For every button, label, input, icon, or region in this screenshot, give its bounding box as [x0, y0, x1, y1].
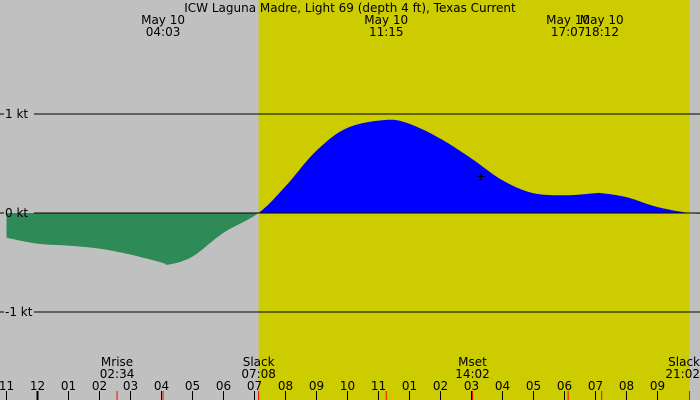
- event-date-label: May 10: [141, 13, 185, 27]
- event-date-label: May 10: [580, 13, 624, 27]
- x-tick-label: 02: [92, 379, 107, 393]
- x-tick-label: 06: [216, 379, 231, 393]
- x-tick-label: 08: [619, 379, 634, 393]
- x-tick-label: 03: [123, 379, 138, 393]
- x-axis-ticks: 11 12 01 02 03 04 05 06 07 08 09 10 11 01 02 03 04 05 06 07…: [0, 379, 691, 400]
- x-tick-label: 03: [464, 379, 479, 393]
- event-time-label: 02:34: [100, 367, 135, 381]
- x-tick-label: 09: [309, 379, 324, 393]
- x-tick-label: 11: [0, 379, 14, 393]
- event-date-label: May 10: [546, 13, 590, 27]
- event-name-label: Slack: [668, 355, 700, 369]
- event-time-label: 04:03: [146, 25, 181, 39]
- x-tick-label: 06: [557, 379, 572, 393]
- x-tick-label: 04: [154, 379, 169, 393]
- x-tick-label: 04: [495, 379, 510, 393]
- y-tick-labels: 1 kt 0 kt -1 kt: [5, 107, 33, 319]
- event-name-label: Slack: [243, 355, 275, 369]
- chart-title: ICW Laguna Madre, Light 69 (depth 4 ft),…: [184, 1, 516, 15]
- x-tick-label: 11: [371, 379, 386, 393]
- x-tick-label: 02: [433, 379, 448, 393]
- y-gridlines: [0, 113, 700, 313]
- event-name-label: Mrise: [101, 355, 133, 369]
- ebb-area: [6, 213, 700, 265]
- event-date-label: May 10: [364, 13, 408, 27]
- current-marker: +: [476, 169, 486, 183]
- x-tick-label: 01: [402, 379, 417, 393]
- y-tick-label: 1 kt: [5, 107, 28, 121]
- event-time-label: 07:08: [241, 367, 276, 381]
- current-fills: [6, 119, 700, 265]
- event-name-label: Mset: [458, 355, 487, 369]
- flood-area: [6, 119, 700, 213]
- y-tick-label: 0 kt: [5, 206, 28, 220]
- y-tick-label: -1 kt: [5, 305, 33, 319]
- x-tick-label: 05: [185, 379, 200, 393]
- event-time-label: 17:07: [551, 25, 586, 39]
- x-tick-label: 05: [526, 379, 541, 393]
- x-tick-label: 10: [340, 379, 355, 393]
- event-time-label: 11:15: [369, 25, 404, 39]
- x-tick-label: 01: [61, 379, 76, 393]
- x-tick-label: 12: [30, 379, 45, 393]
- event-time-label: 21:02: [665, 367, 700, 381]
- x-tick-label: 07: [588, 379, 603, 393]
- event-time-label: 18:12: [584, 25, 619, 39]
- x-tick-label: 09: [650, 379, 665, 393]
- event-time-label: 14:02: [455, 367, 490, 381]
- x-tick-label: 07: [247, 379, 262, 393]
- x-tick-label: 08: [278, 379, 293, 393]
